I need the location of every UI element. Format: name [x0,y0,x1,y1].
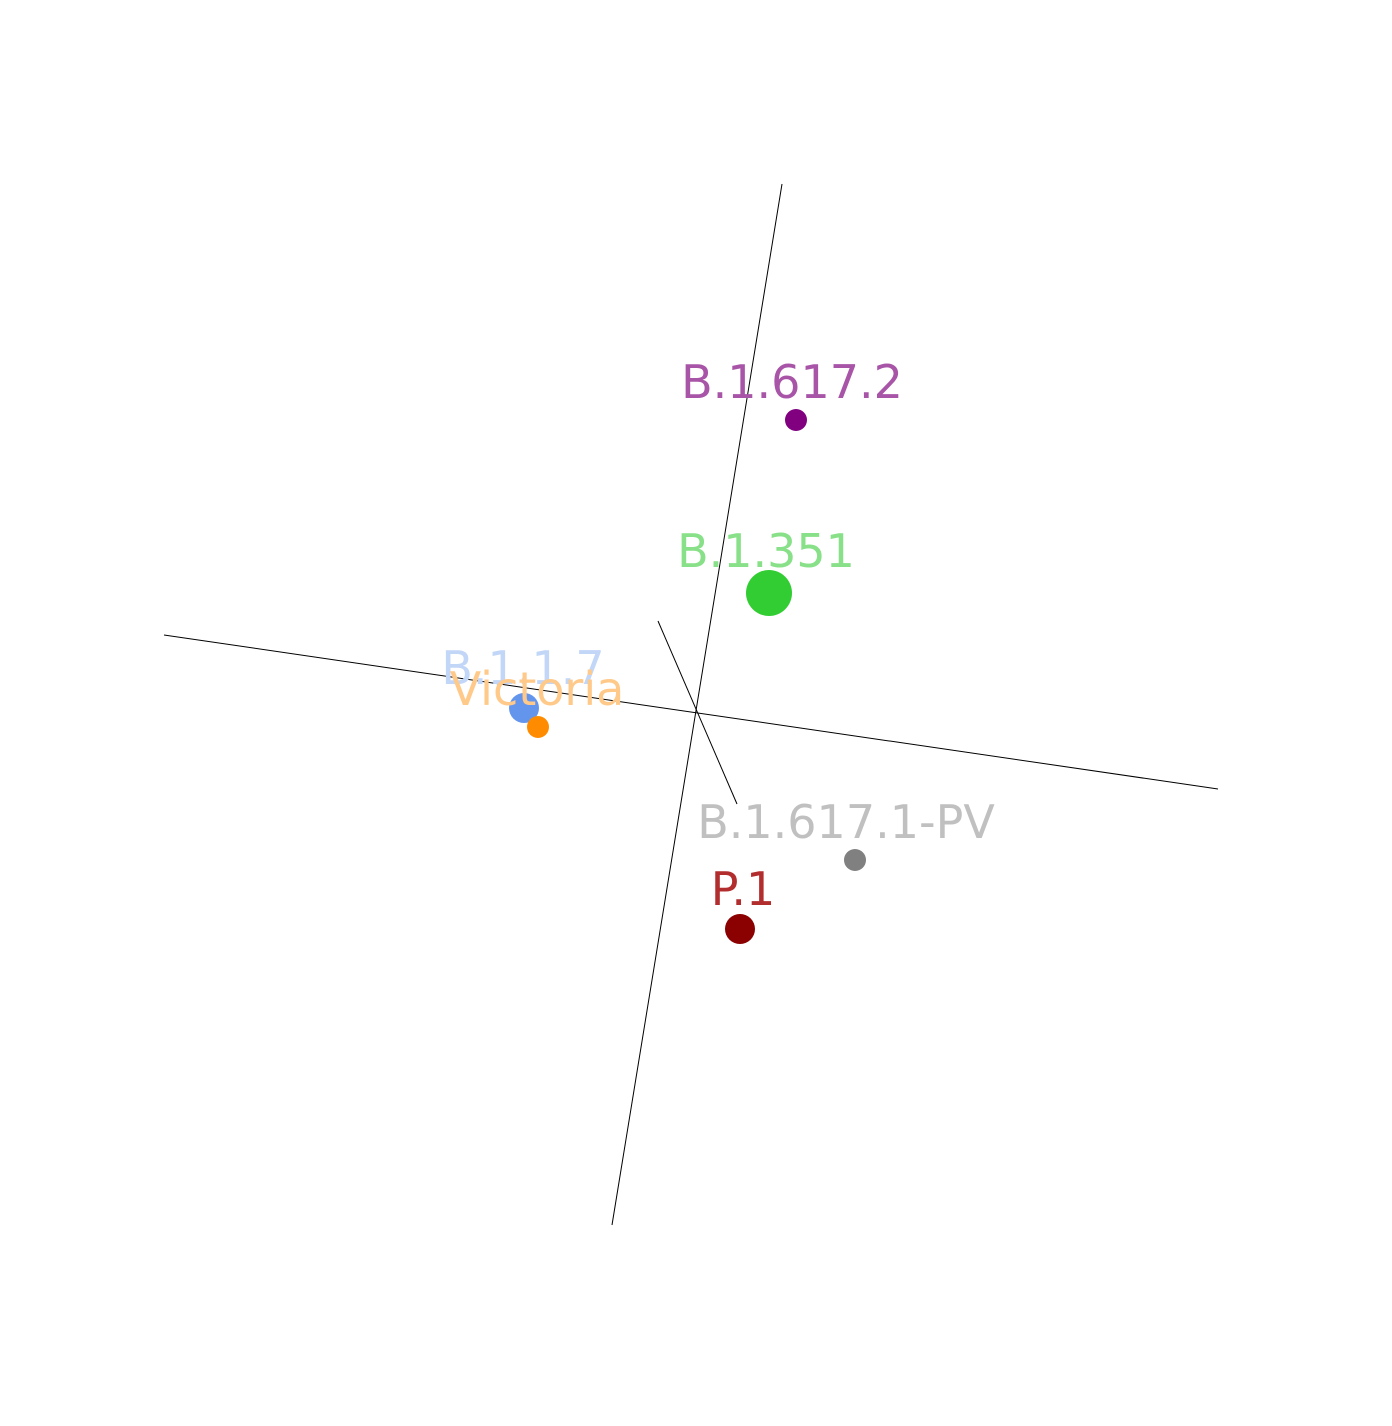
axis-line-depth [658,621,737,804]
point-p-1 [725,914,755,944]
axes-group [164,184,1218,1225]
point-label-b-1-351: B.1.351 [677,524,855,578]
labels-layer: B.1.617.2B.1.351B.1.1.7VictoriaB.1.617.1… [441,355,995,916]
point-label-victoria: Victoria [450,662,625,716]
point-label-b-1-617-2: B.1.617.2 [681,355,903,409]
point-b-1-617-2 [785,409,807,431]
axis-line-horizontal [164,635,1218,789]
point-victoria [527,716,549,738]
point-b-1-617-1-pv [844,849,866,871]
point-label-b-1-617-1-pv: B.1.617.1-PV [697,795,995,849]
point-label-p-1: P.1 [711,862,775,916]
